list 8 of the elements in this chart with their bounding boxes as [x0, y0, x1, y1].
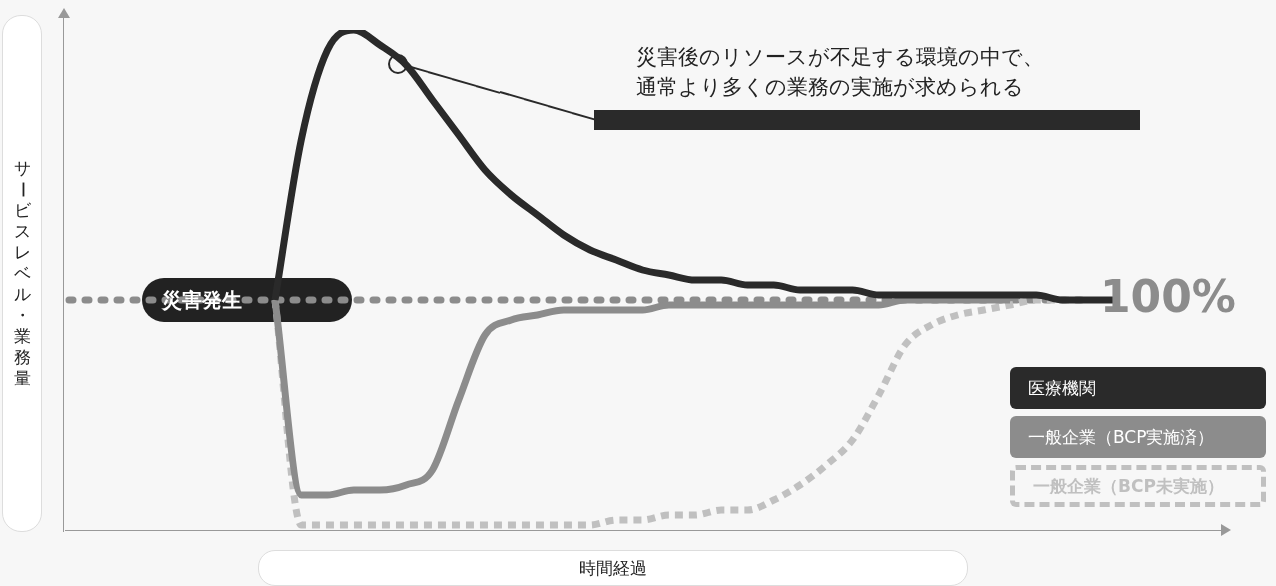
annotation: 100% [1100, 271, 1236, 322]
x-axis-title: 時間経過 [258, 550, 968, 586]
annotation: 災害後のリソースが不足する環境の中で、 [636, 44, 1044, 71]
text: 一般企業（BCP実施済） [1010, 416, 1266, 458]
annotation: 通常より多くの業務の実施が求められる [636, 74, 1025, 101]
text: 医療機関 [1010, 367, 1266, 409]
annotation: 災害発生 [162, 287, 242, 314]
text: サービスレベル・業務量 [12, 158, 33, 388]
